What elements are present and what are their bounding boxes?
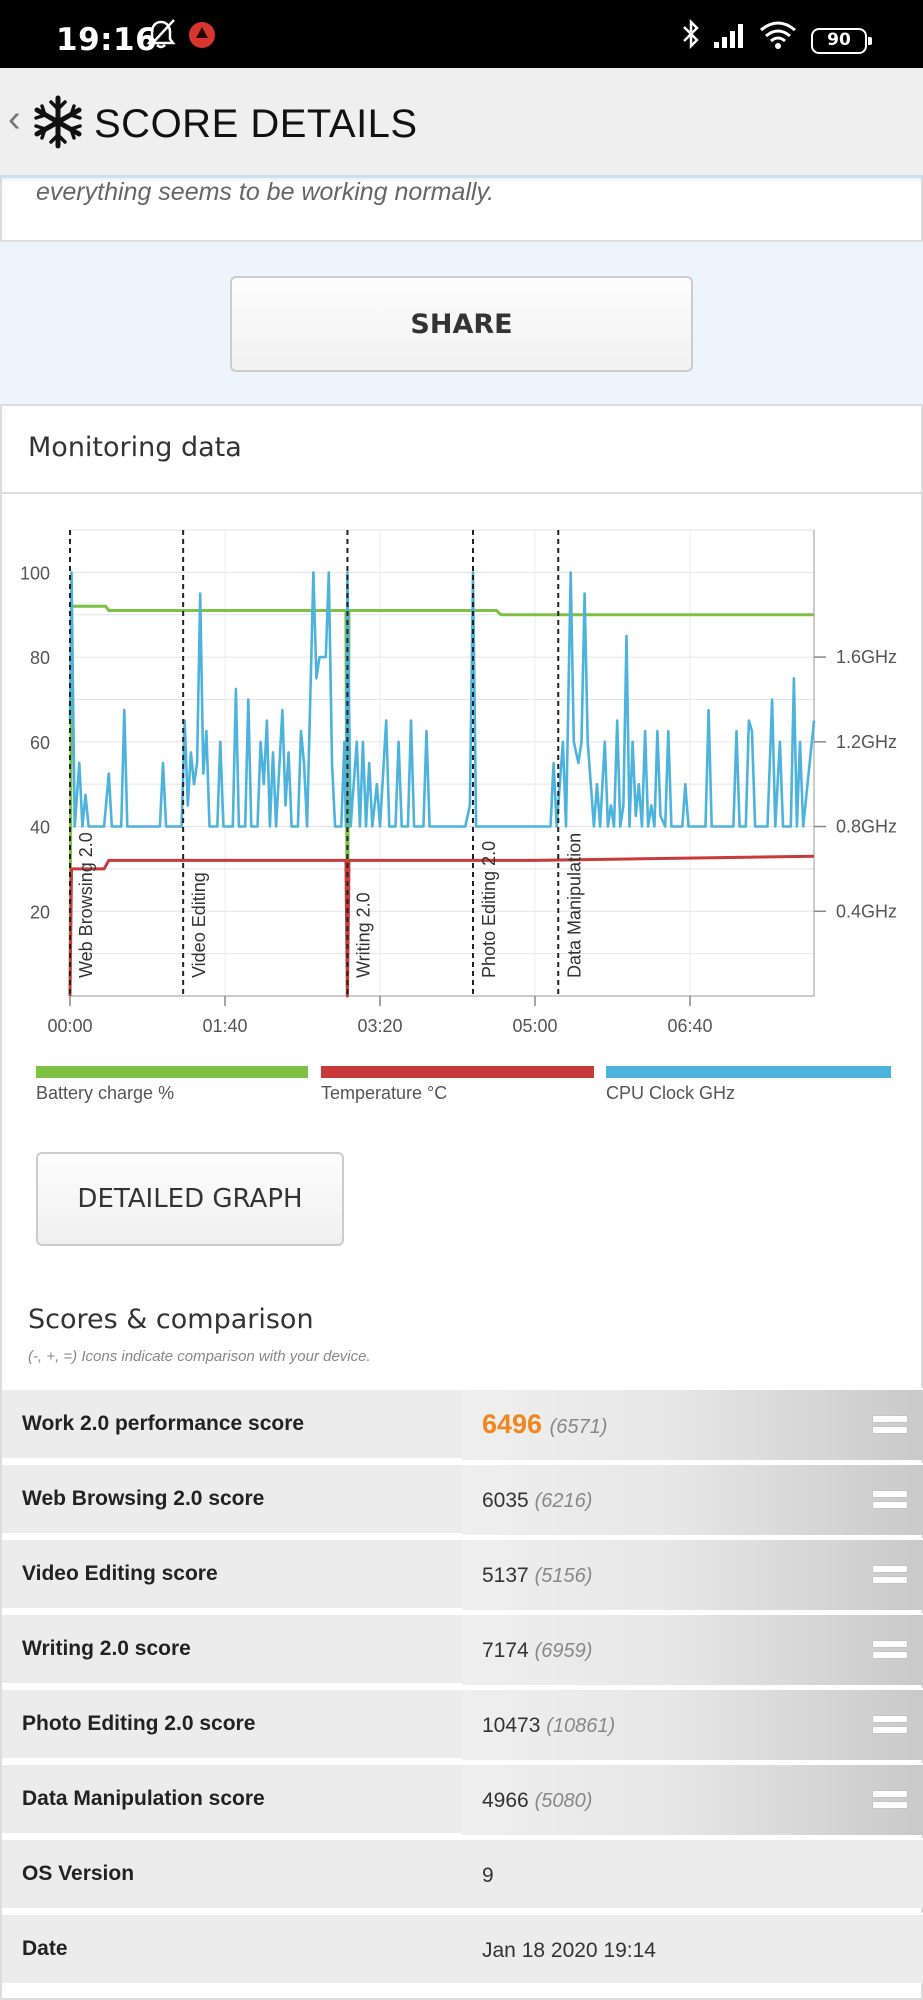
legend-swatch-cpu <box>606 1066 891 1078</box>
page-title: SCORE DETAILS <box>94 102 418 146</box>
score-value-cell: 4966 (5080) <box>462 1765 923 1835</box>
x-tick-label: 03:20 <box>357 1016 402 1036</box>
info-label: OS Version <box>22 1862 135 1885</box>
score-value-cell: 6035 (6216) <box>462 1465 923 1535</box>
info-row-date: Date Jan 18 2020 19:14 <box>2 1913 923 1983</box>
score-value: 6035 (6216) <box>482 1489 593 1512</box>
info-label: Date <box>22 1937 68 1960</box>
y-right-tick-label: 1.2GHz <box>836 732 897 752</box>
y-left-tick-label: 60 <box>30 733 50 753</box>
score-row-photo-editing: Photo Editing 2.0 score 10473 (10861) <box>2 1688 923 1760</box>
x-tick-label: 00:00 <box>47 1016 92 1036</box>
score-label: Web Browsing 2.0 score <box>22 1487 265 1510</box>
info-value: Jan 18 2020 19:14 <box>482 1939 656 1962</box>
equal-icon <box>873 1789 907 1811</box>
equal-icon <box>873 1564 907 1586</box>
scores-subtitle: (-, +, =) Icons indicate comparison with… <box>28 1348 371 1365</box>
y-left-tick-label: 20 <box>30 902 50 922</box>
score-row-writing: Writing 2.0 score 7174 (6959) <box>2 1613 923 1685</box>
score-value: 5137 (5156) <box>482 1564 593 1587</box>
score-value: 4966 (5080) <box>482 1789 593 1812</box>
divider <box>2 492 923 494</box>
y-right-tick-label: 1.6GHz <box>836 647 897 667</box>
notifications-muted-icon <box>146 19 176 49</box>
score-row-data-manipulation: Data Manipulation score 4966 (5080) <box>2 1763 923 1835</box>
score-value-cell: 10473 (10861) <box>462 1690 923 1760</box>
app-header: ‹ SCORE DETAILS <box>0 68 923 178</box>
section-label: Writing 2.0 <box>353 892 373 978</box>
monitoring-title: Monitoring data <box>28 432 242 463</box>
temperature-series-line <box>68 854 815 998</box>
score-label: Work 2.0 performance score <box>22 1412 305 1435</box>
bluetooth-icon <box>683 18 699 50</box>
scores-title: Scores & comparison <box>28 1304 314 1335</box>
info-value: 9 <box>482 1864 494 1887</box>
equal-icon <box>873 1639 907 1661</box>
legend-battery: Battery charge % <box>36 1083 175 1103</box>
legend-swatch-battery <box>36 1066 308 1078</box>
app-badge-icon <box>189 22 215 48</box>
x-tick-label: 06:40 <box>667 1016 712 1036</box>
equal-icon <box>873 1414 907 1436</box>
score-label: Writing 2.0 score <box>22 1637 191 1660</box>
score-label: Photo Editing 2.0 score <box>22 1712 256 1735</box>
score-label: Data Manipulation score <box>22 1787 265 1810</box>
info-value-cell: Jan 18 2020 19:14 <box>462 1915 923 1985</box>
score-row-video-editing: Video Editing score 5137 (5156) <box>2 1538 923 1610</box>
score-value: 7174 (6959) <box>482 1639 593 1662</box>
cpu-series-line <box>68 571 816 828</box>
section-label: Video Editing <box>189 872 209 978</box>
score-value: 10473 (10861) <box>482 1714 616 1737</box>
back-chevron-icon[interactable]: ‹ <box>8 98 21 140</box>
detailed-graph-button[interactable]: DETAILED GRAPH <box>36 1152 344 1246</box>
y-left-tick-label: 80 <box>30 648 50 668</box>
legend-temperature: Temperature °C <box>321 1083 448 1103</box>
legend-swatch-temperature <box>321 1066 594 1078</box>
status-text: everything seems to be working normally. <box>36 178 495 206</box>
plot-area <box>69 529 815 997</box>
info-value-cell: 9 <box>462 1840 923 1910</box>
clock: 19:16 <box>56 22 158 58</box>
signal-icon <box>714 24 743 48</box>
score-row-work: Work 2.0 performance score 6496 (6571) <box>2 1388 923 1460</box>
x-tick-label: 01:40 <box>202 1016 247 1036</box>
share-button[interactable]: SHARE <box>230 276 693 372</box>
info-row-os-version: OS Version 9 <box>2 1838 923 1908</box>
score-value-cell: 5137 (5156) <box>462 1540 923 1610</box>
snowflake-logo-icon <box>34 95 82 149</box>
section-label: Web Browsing 2.0 <box>76 832 96 978</box>
equal-icon <box>873 1714 907 1736</box>
battery-icon: 90 <box>811 28 872 54</box>
score-value-cell: 6496 (6571) <box>462 1390 923 1460</box>
wifi-icon <box>760 21 796 49</box>
legend-cpu: CPU Clock GHz <box>606 1083 736 1103</box>
monitoring-card: Monitoring data 100 80 60 40 20 1.6GHz 1.2GHz 0… <box>0 404 923 2000</box>
x-tick-label: 05:00 <box>512 1016 557 1036</box>
y-right-tick-label: 0.4GHz <box>836 901 897 921</box>
score-value: 6496 (6571) <box>482 1409 608 1439</box>
score-label: Video Editing score <box>22 1562 218 1585</box>
y-left-tick-label: 100 <box>20 563 50 583</box>
section-label: Photo Editing 2.0 <box>479 841 499 978</box>
y-right-tick-label: 0.8GHz <box>836 817 897 837</box>
section-label: Data Manipulation <box>564 833 584 978</box>
monitoring-chart: 100 80 60 40 20 1.6GHz 1.2GHz 0.8GHz 0.4GHz 00:00… <box>20 529 897 1036</box>
y-left-tick-label: 40 <box>30 818 50 838</box>
status-bar: 19:16 90 <box>0 0 923 68</box>
equal-icon <box>873 1489 907 1511</box>
score-row-web-browsing: Web Browsing 2.0 score 6035 (6216) <box>2 1463 923 1535</box>
score-value-cell: 7174 (6959) <box>462 1615 923 1685</box>
